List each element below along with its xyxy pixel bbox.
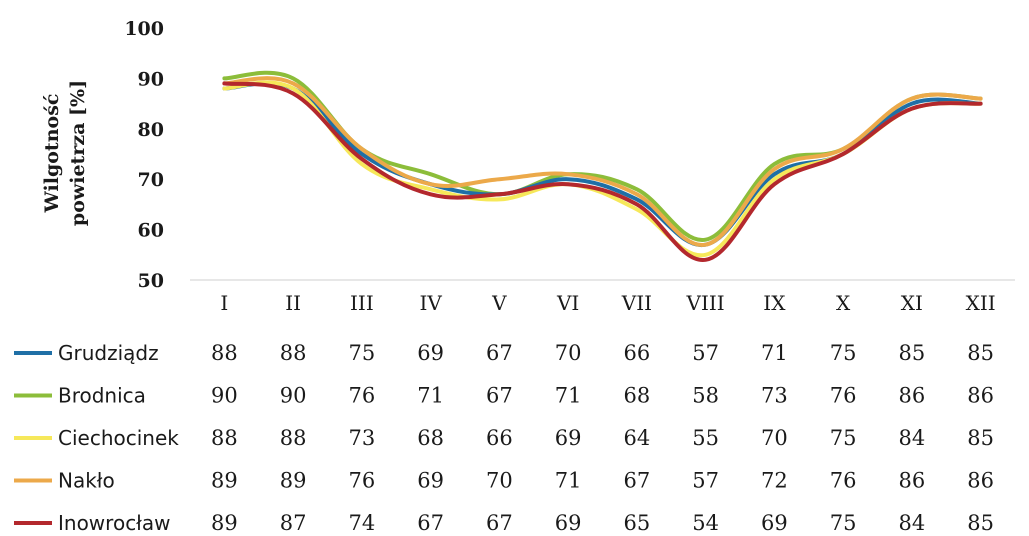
series-line: [222, 80, 983, 258]
table-cell-value: 88: [280, 341, 307, 365]
table-cell-value: 71: [555, 384, 582, 408]
table-cell-value: 75: [349, 341, 376, 365]
legend-series-name: Grudziądz: [58, 341, 159, 365]
table-cell-value: 88: [280, 426, 307, 450]
table-cell-value: 89: [211, 469, 238, 493]
table-cell-value: 75: [830, 511, 857, 535]
table-cell-value: 67: [624, 469, 651, 493]
x-tick-label: VII: [621, 291, 652, 315]
table-cell-value: 68: [624, 384, 651, 408]
table-cell-value: 87: [280, 511, 307, 535]
table-cell-value: 57: [692, 469, 719, 493]
table-cell-value: 58: [692, 384, 719, 408]
y-tick-label: 70: [138, 169, 164, 191]
y-tick-label: 100: [124, 18, 164, 40]
series-line: [222, 70, 983, 242]
y-axis-label-line: Wilgotność: [41, 94, 63, 214]
table-cell-value: 54: [692, 511, 719, 535]
table-cell-value: 85: [967, 511, 994, 535]
x-tick-label: I: [220, 291, 228, 315]
table-cell-value: 67: [486, 384, 513, 408]
table-cell-value: 67: [486, 341, 513, 365]
table-cell-value: 65: [624, 511, 651, 535]
table-cell-value: 76: [349, 469, 376, 493]
table-cell-value: 90: [211, 384, 238, 408]
y-axis-ticks: 50 60 70 80 90 100: [124, 18, 164, 292]
table-cell-value: 70: [555, 341, 582, 365]
table-cell-value: 76: [349, 384, 376, 408]
table-cell-value: 76: [830, 384, 857, 408]
table-cell-value: 72: [761, 469, 788, 493]
series-line: [222, 81, 983, 262]
x-tick-label: VI: [556, 291, 579, 315]
x-tick-label: VIII: [686, 291, 725, 315]
table-cell-value: 90: [280, 384, 307, 408]
table-cell-value: 71: [417, 384, 444, 408]
y-tick-label: 80: [138, 119, 164, 141]
table-cell-value: 71: [761, 341, 788, 365]
y-tick-label: 50: [138, 270, 164, 292]
series-lines: [222, 70, 983, 262]
x-axis-ticks: I II III IV V VI VII VIII IX X XI XII: [220, 291, 995, 315]
x-tick-label: XII: [966, 291, 996, 315]
y-axis-label: Wilgotność powietrza [%]: [41, 80, 89, 226]
x-tick-label: X: [836, 291, 851, 315]
table-cell-value: 74: [349, 511, 376, 535]
table-cell-value: 73: [761, 384, 788, 408]
table-cell-value: 69: [417, 341, 444, 365]
series-line: [222, 81, 983, 247]
legend-series-name: Ciechocinek: [58, 426, 179, 450]
table-cell-value: 86: [899, 384, 926, 408]
table-cell-value: 69: [555, 511, 582, 535]
table-cell-value: 75: [830, 426, 857, 450]
data-table: Grudziądz 88 88 75 69 67 70 66 57 71 75 85 85 Brodnic…: [14, 341, 994, 535]
table-cell-value: 64: [624, 426, 651, 450]
table-cell-value: 69: [417, 469, 444, 493]
y-tick-label: 90: [138, 68, 164, 90]
table-cell-value: 66: [624, 341, 651, 365]
table-cell-value: 68: [417, 426, 444, 450]
table-cell-value: 76: [830, 469, 857, 493]
table-cell-value: 85: [967, 426, 994, 450]
table-cell-value: 66: [486, 426, 513, 450]
x-tick-label: IV: [419, 291, 442, 315]
table-cell-value: 69: [761, 511, 788, 535]
table-cell-value: 86: [967, 469, 994, 493]
table-cell-value: 70: [486, 469, 513, 493]
table-cell-value: 69: [555, 426, 582, 450]
table-cell-value: 84: [899, 511, 926, 535]
series-line: [222, 76, 983, 247]
table-cell-value: 84: [899, 426, 926, 450]
table-cell-value: 57: [692, 341, 719, 365]
table-cell-value: 88: [211, 426, 238, 450]
y-tick-label: 60: [138, 220, 164, 242]
legend-series-name: Inowrocław: [58, 511, 170, 535]
table-cell-value: 89: [280, 469, 307, 493]
table-cell-value: 75: [830, 341, 857, 365]
table-cell-value: 70: [761, 426, 788, 450]
x-tick-label: IX: [763, 291, 786, 315]
table-cell-value: 67: [486, 511, 513, 535]
table-cell-value: 89: [211, 511, 238, 535]
table-cell-value: 85: [967, 341, 994, 365]
legend-series-name: Nakło: [58, 469, 115, 493]
x-tick-label: XI: [901, 291, 923, 315]
x-tick-label: V: [491, 291, 507, 315]
table-cell-value: 73: [349, 426, 376, 450]
x-tick-label: III: [350, 291, 374, 315]
table-cell-value: 55: [692, 426, 719, 450]
table-cell-value: 67: [417, 511, 444, 535]
table-cell-value: 86: [967, 384, 994, 408]
table-cell-value: 85: [899, 341, 926, 365]
y-axis-label-line: powietrza [%]: [67, 80, 89, 226]
x-tick-label: II: [285, 291, 301, 315]
legend-series-name: Brodnica: [58, 384, 146, 408]
table-cell-value: 88: [211, 341, 238, 365]
table-cell-value: 71: [555, 469, 582, 493]
table-cell-value: 86: [899, 469, 926, 493]
